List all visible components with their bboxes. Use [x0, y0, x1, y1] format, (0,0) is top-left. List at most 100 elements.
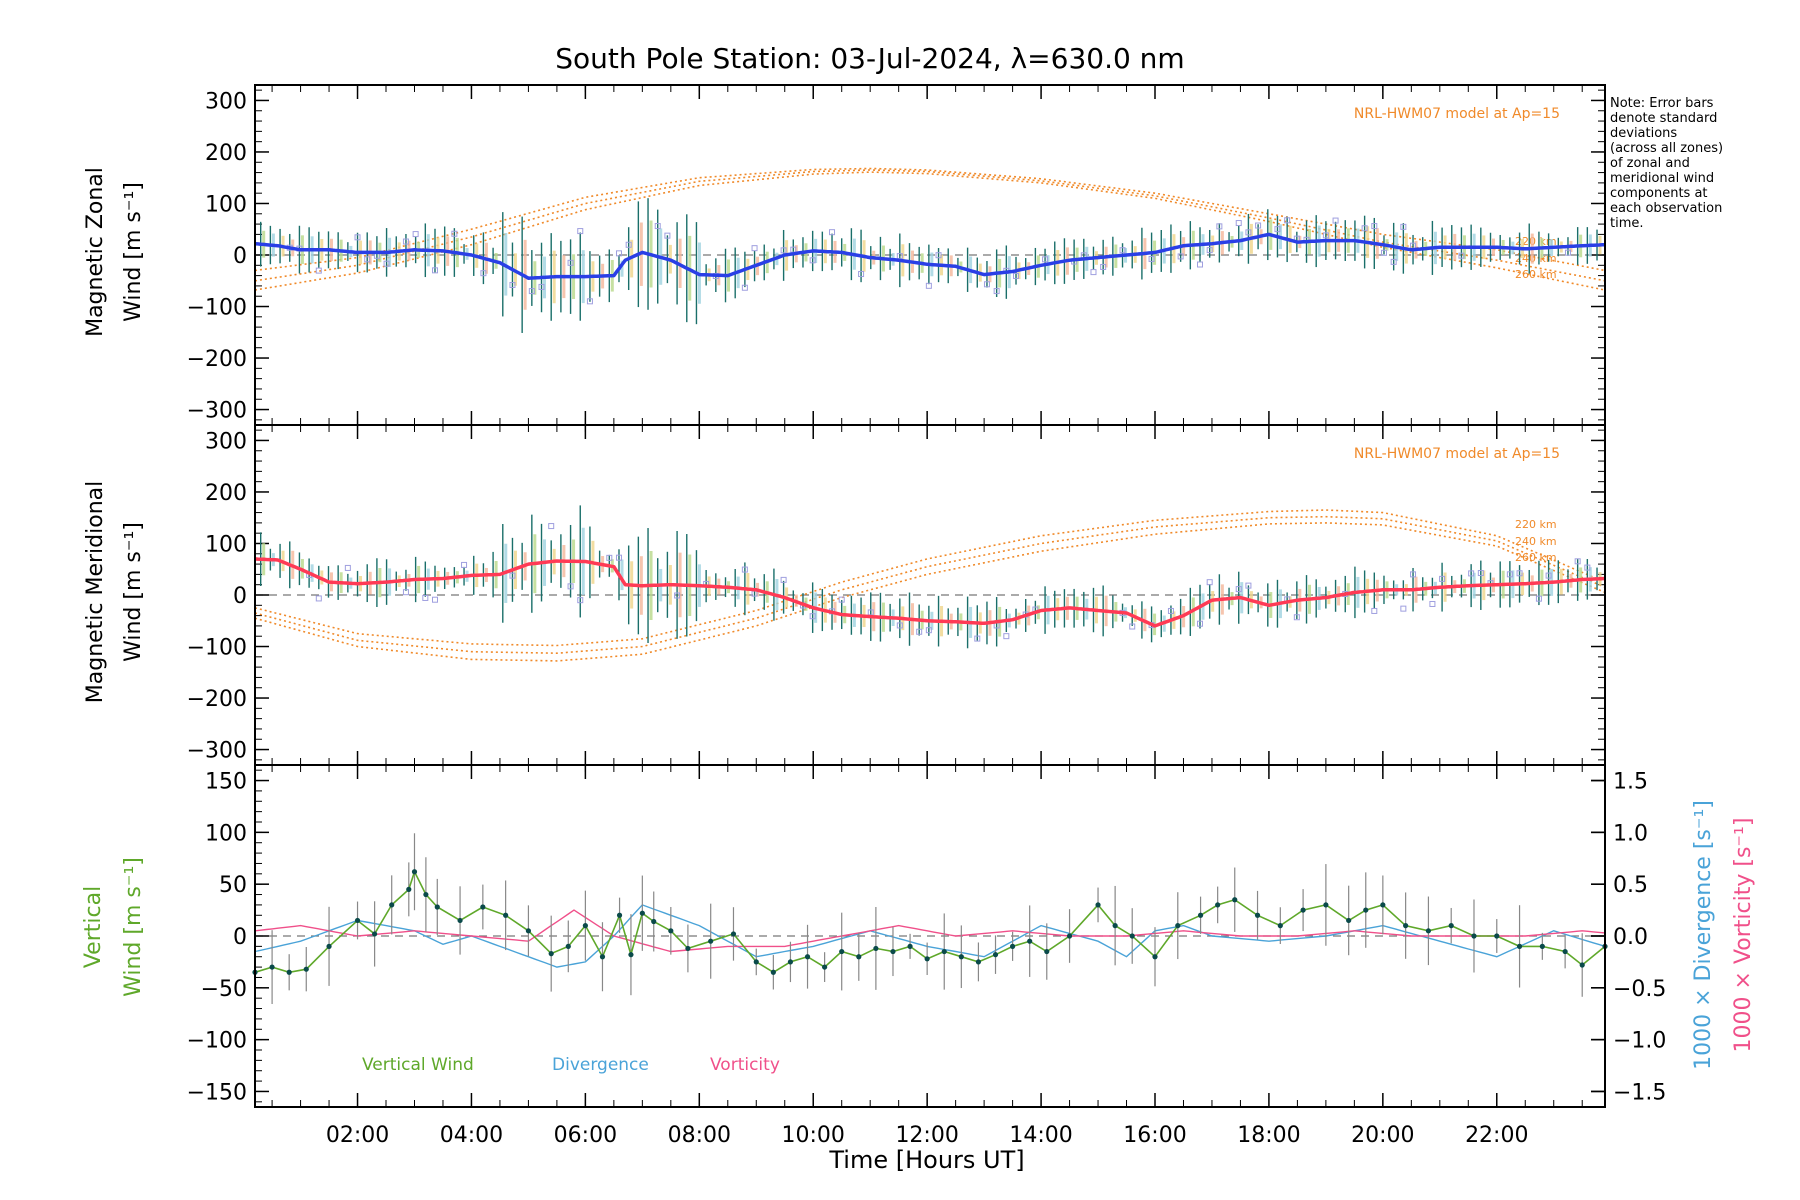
- zone-point: [1506, 571, 1513, 578]
- x-tick-label: 20:00: [1351, 1123, 1414, 1148]
- zone-point: [1177, 253, 1184, 260]
- vertical-wind-point: [941, 948, 947, 955]
- zone-point: [654, 223, 661, 230]
- vertical-wind-point: [770, 969, 776, 975]
- zone-point: [1371, 223, 1378, 230]
- vertical-wind-point: [269, 964, 275, 970]
- zone-point: [858, 271, 865, 278]
- vertical-wind-point: [1254, 912, 1261, 918]
- vertical-wind-point: [1380, 902, 1386, 908]
- zone-point: [1245, 229, 1252, 236]
- legend-vorticity: Vorticity: [710, 1055, 780, 1075]
- zone-point: [780, 247, 787, 254]
- zone-point: [586, 298, 593, 305]
- model-curve: [254, 167, 1606, 272]
- y-tick-label: −200: [187, 347, 247, 372]
- zone-point: [432, 596, 438, 603]
- vertical-wind-point: [873, 945, 879, 952]
- zone-point: [741, 284, 748, 291]
- zone-point: [935, 252, 942, 259]
- zone-point: [1206, 579, 1213, 586]
- zone-point: [1439, 575, 1446, 582]
- vertical-wind-point: [668, 928, 674, 934]
- x-tick-label: 12:00: [895, 1123, 958, 1148]
- vertical-wind-point: [958, 954, 964, 960]
- vertical-wind-point: [565, 943, 571, 949]
- zone-point: [974, 635, 981, 642]
- vertical-wind-point: [992, 952, 999, 958]
- vertical-ylabel-line1: Vertical: [81, 886, 106, 968]
- vertical-wind-point: [1562, 948, 1568, 955]
- vertical-wind-point: [753, 959, 759, 965]
- zone-point: [1400, 223, 1407, 230]
- zone-point: [1390, 258, 1397, 265]
- zone-point: [344, 564, 351, 571]
- zonal-wind-line: [254, 232, 1606, 280]
- vertical-wind-point: [639, 910, 645, 916]
- zone-point: [528, 288, 535, 295]
- model-curve: [254, 522, 1606, 662]
- zone-point: [925, 627, 932, 634]
- zone-point: [1535, 595, 1542, 602]
- y-tick-label: 300: [205, 429, 247, 454]
- y-tick-label: 200: [205, 141, 247, 166]
- x-tick-label: 16:00: [1123, 1123, 1186, 1148]
- vertical-wind-point: [1095, 902, 1101, 908]
- vertical-wind-point: [708, 938, 714, 944]
- vertical-wind-point: [303, 966, 309, 972]
- note-line: of zonal and: [1610, 156, 1690, 171]
- zone-point: [1332, 217, 1339, 224]
- zone-point: [1245, 582, 1252, 589]
- zone-point: [838, 596, 845, 603]
- vertical-wind-point: [975, 959, 982, 965]
- zone-point: [1013, 272, 1020, 279]
- zone-point: [432, 267, 438, 274]
- x-tick-label: 08:00: [668, 1123, 731, 1148]
- x-tick-label: 22:00: [1465, 1123, 1528, 1148]
- zone-point: [1274, 226, 1281, 233]
- vertical-wind-point: [599, 954, 606, 960]
- vertical-wind-point: [582, 923, 588, 929]
- zone-point: [1371, 607, 1378, 614]
- vertical-wind-point: [685, 945, 691, 952]
- note-line: time.: [1610, 216, 1644, 231]
- divergence-ylabel: 1000 × Divergence [s⁻¹]: [1691, 800, 1716, 1070]
- zone-point: [615, 250, 622, 257]
- y-tick-label: 0: [233, 925, 247, 950]
- vertical-wind-point: [354, 917, 361, 924]
- vertical-wind-point: [1175, 923, 1181, 929]
- y-tick-label: −100: [187, 296, 247, 321]
- y-tick-label: 50: [219, 873, 247, 898]
- vertical-wind-point: [1009, 943, 1016, 949]
- zone-point: [896, 622, 903, 629]
- y-tick-label: 0: [233, 244, 247, 269]
- zone-point: [354, 234, 361, 241]
- vertical-wind-point: [890, 948, 896, 955]
- zone-point: [538, 283, 545, 290]
- zonal-ylabel-line1: Magnetic Zonal: [83, 167, 108, 337]
- vorticity-ylabel: 1000 × Vorticity [s⁻¹]: [1731, 818, 1756, 1053]
- vertical-wind-point: [787, 959, 794, 965]
- zone-point: [1574, 558, 1581, 565]
- vertical-wind-point: [651, 918, 657, 925]
- vertical-wind-point: [286, 969, 292, 975]
- zone-point: [1564, 249, 1571, 256]
- zone-point: [1284, 217, 1291, 224]
- y-tick-label: −150: [187, 1080, 247, 1105]
- zone-point: [509, 281, 516, 288]
- zone-point: [412, 231, 419, 238]
- zone-point: [1380, 249, 1387, 256]
- zone-point: [925, 282, 932, 289]
- y-tick-label: −300: [187, 739, 247, 764]
- zone-point: [615, 554, 622, 561]
- vertical-wind-point: [1277, 923, 1283, 929]
- vertical-wind-point: [434, 904, 440, 910]
- y-tick-label: −200: [187, 687, 247, 712]
- y-tick-label: −50: [201, 977, 247, 1002]
- vertical-wind-point: [1232, 897, 1238, 903]
- note-line: each observation: [1610, 201, 1723, 216]
- vertical-wind-point: [1403, 923, 1409, 929]
- vertical-wind-point: [525, 928, 532, 934]
- x-tick-label: 04:00: [440, 1123, 503, 1148]
- zonal-alt-220: 220 km: [1515, 235, 1557, 248]
